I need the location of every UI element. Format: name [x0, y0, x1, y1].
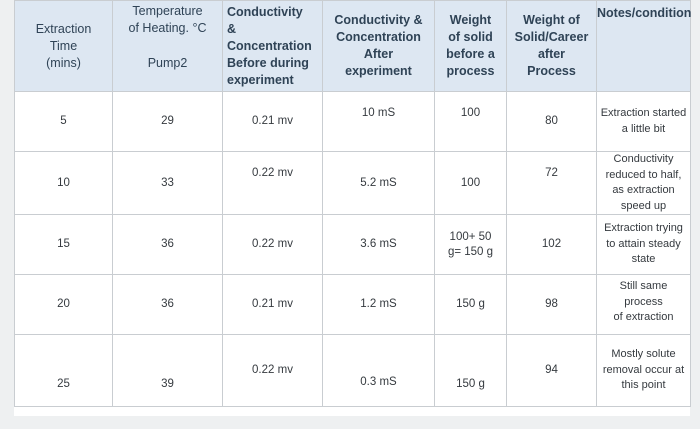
cell-conductivity-before: 0.21 mv [222, 91, 323, 152]
cell-conductivity-before: 0.22 mv [222, 214, 323, 275]
cell-temperature: 39 [112, 334, 223, 407]
header-notes: Notes/condition [596, 0, 691, 92]
extraction-table: Extraction Time (mins) Temperature of He… [14, 0, 691, 407]
cell-conductivity-before: 0.22 mv [222, 334, 323, 407]
cell-conductivity-after: 10 mS [322, 91, 435, 152]
document-sheet: Extraction Time (mins) Temperature of He… [14, 0, 691, 416]
cell-time: 25 [14, 334, 113, 407]
cell-notes: Conductivity reduced to half, as extract… [596, 151, 691, 215]
cell-weight-after: 72 [506, 151, 597, 215]
cell-temperature: 29 [112, 91, 223, 152]
cell-conductivity-after: 0.3 mS [322, 334, 435, 407]
cell-notes: Extraction trying to attain steady state [596, 214, 691, 275]
cell-conductivity-before: 0.21 mv [222, 274, 323, 335]
cell-conductivity-before: 0.22 mv [222, 151, 323, 215]
cell-time: 10 [14, 151, 113, 215]
table-row: 5 29 0.21 mv 10 mS 100 80 Extraction sta… [14, 91, 691, 152]
cell-weight-before: 100 [434, 91, 507, 152]
cell-temperature: 36 [112, 214, 223, 275]
cell-conductivity-after: 3.6 mS [322, 214, 435, 275]
cell-time: 20 [14, 274, 113, 335]
cell-weight-before: 100 [434, 151, 507, 215]
cell-notes: Mostly solute removal occur at this poin… [596, 334, 691, 407]
cell-weight-after: 94 [506, 334, 597, 407]
table-row: 10 33 0.22 mv 5.2 mS 100 72 Conductivity… [14, 151, 691, 215]
cell-weight-before: 100+ 50 g= 150 g [434, 214, 507, 275]
cell-temperature: 36 [112, 274, 223, 335]
cell-conductivity-after: 5.2 mS [322, 151, 435, 215]
cell-weight-after: 80 [506, 91, 597, 152]
cell-notes: Extraction started a little bit [596, 91, 691, 152]
header-weight-before: Weight of solid before a process [434, 0, 507, 92]
header-weight-after: Weight of Solid/Career after Process [506, 0, 597, 92]
header-time: Extraction Time (mins) [14, 0, 113, 92]
header-conductivity-before: Conductivity & Concentration Before duri… [222, 0, 323, 92]
table-row: 25 39 0.22 mv 0.3 mS 150 g 94 Mostly sol… [14, 334, 691, 407]
cell-weight-after: 98 [506, 274, 597, 335]
cell-temperature: 33 [112, 151, 223, 215]
cell-weight-before: 150 g [434, 274, 507, 335]
table-row: 15 36 0.22 mv 3.6 mS 100+ 50 g= 150 g 10… [14, 214, 691, 275]
cell-notes: Still same process of extraction [596, 274, 691, 335]
header-conductivity-after: Conductivity & Concentration After exper… [322, 0, 435, 92]
header-row: Extraction Time (mins) Temperature of He… [14, 0, 691, 92]
cell-time: 5 [14, 91, 113, 152]
cell-time: 15 [14, 214, 113, 275]
cell-conductivity-after: 1.2 mS [322, 274, 435, 335]
cell-weight-before: 150 g [434, 334, 507, 407]
table-row: 20 36 0.21 mv 1.2 mS 150 g 98 Still same… [14, 274, 691, 335]
header-temperature: Temperature of Heating. °C Pump2 [112, 0, 223, 92]
cell-weight-after: 102 [506, 214, 597, 275]
